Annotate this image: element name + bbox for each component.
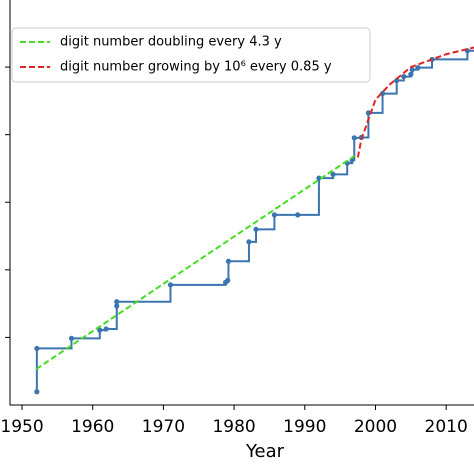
- record-point: [365, 110, 372, 116]
- step-segment: [382, 80, 398, 95]
- record-point: [114, 303, 120, 309]
- record-point: [114, 299, 120, 305]
- x-tick-label: 2010: [425, 417, 468, 437]
- x-tick-label: 1980: [212, 417, 255, 437]
- record-point: [409, 67, 415, 73]
- step-segment: [361, 112, 370, 139]
- x-tick-label: 1990: [283, 417, 326, 437]
- step-segment: [368, 93, 384, 114]
- step-segment: [228, 241, 250, 263]
- record-point: [415, 65, 421, 71]
- step-segment: [227, 261, 230, 282]
- x-axis-label: Year: [245, 441, 285, 462]
- record-point: [34, 389, 40, 395]
- record-point: [316, 175, 322, 181]
- record-point: [103, 326, 109, 332]
- step-segment: [432, 50, 469, 61]
- record-point: [34, 345, 40, 352]
- record-point: [408, 71, 414, 77]
- step-segment: [36, 338, 73, 350]
- x-tick-label: 2000: [354, 417, 397, 437]
- record-point: [295, 212, 301, 218]
- record-point: [330, 171, 336, 177]
- record-point: [246, 239, 252, 245]
- step-segment: [106, 305, 118, 331]
- record-point: [97, 327, 103, 333]
- x-tick-label: 1960: [71, 417, 114, 437]
- record-point: [271, 212, 277, 218]
- record-point: [225, 258, 232, 264]
- record-point: [167, 282, 174, 288]
- step-segment: [116, 284, 172, 303]
- record-point: [401, 73, 407, 80]
- legend-frame: [11, 27, 371, 83]
- trend-line: [35, 155, 355, 370]
- record-point: [351, 135, 357, 141]
- step-segment: [256, 214, 276, 231]
- step-segment: [333, 163, 349, 176]
- x-tick-label: 1950: [0, 417, 43, 437]
- trend-line: [356, 46, 474, 158]
- record-point: [253, 226, 259, 232]
- legend-label: digit number doubling every 4.3 y: [60, 35, 282, 50]
- step-segment: [417, 59, 434, 69]
- record-point: [225, 277, 231, 283]
- step-segment: [297, 178, 320, 216]
- step-segment: [170, 282, 227, 286]
- record-point: [394, 77, 400, 84]
- x-tick-label: 1970: [142, 417, 185, 437]
- legend-label: digit number growing by 10⁶ every 0.85 y: [60, 60, 332, 75]
- record-point: [68, 335, 75, 341]
